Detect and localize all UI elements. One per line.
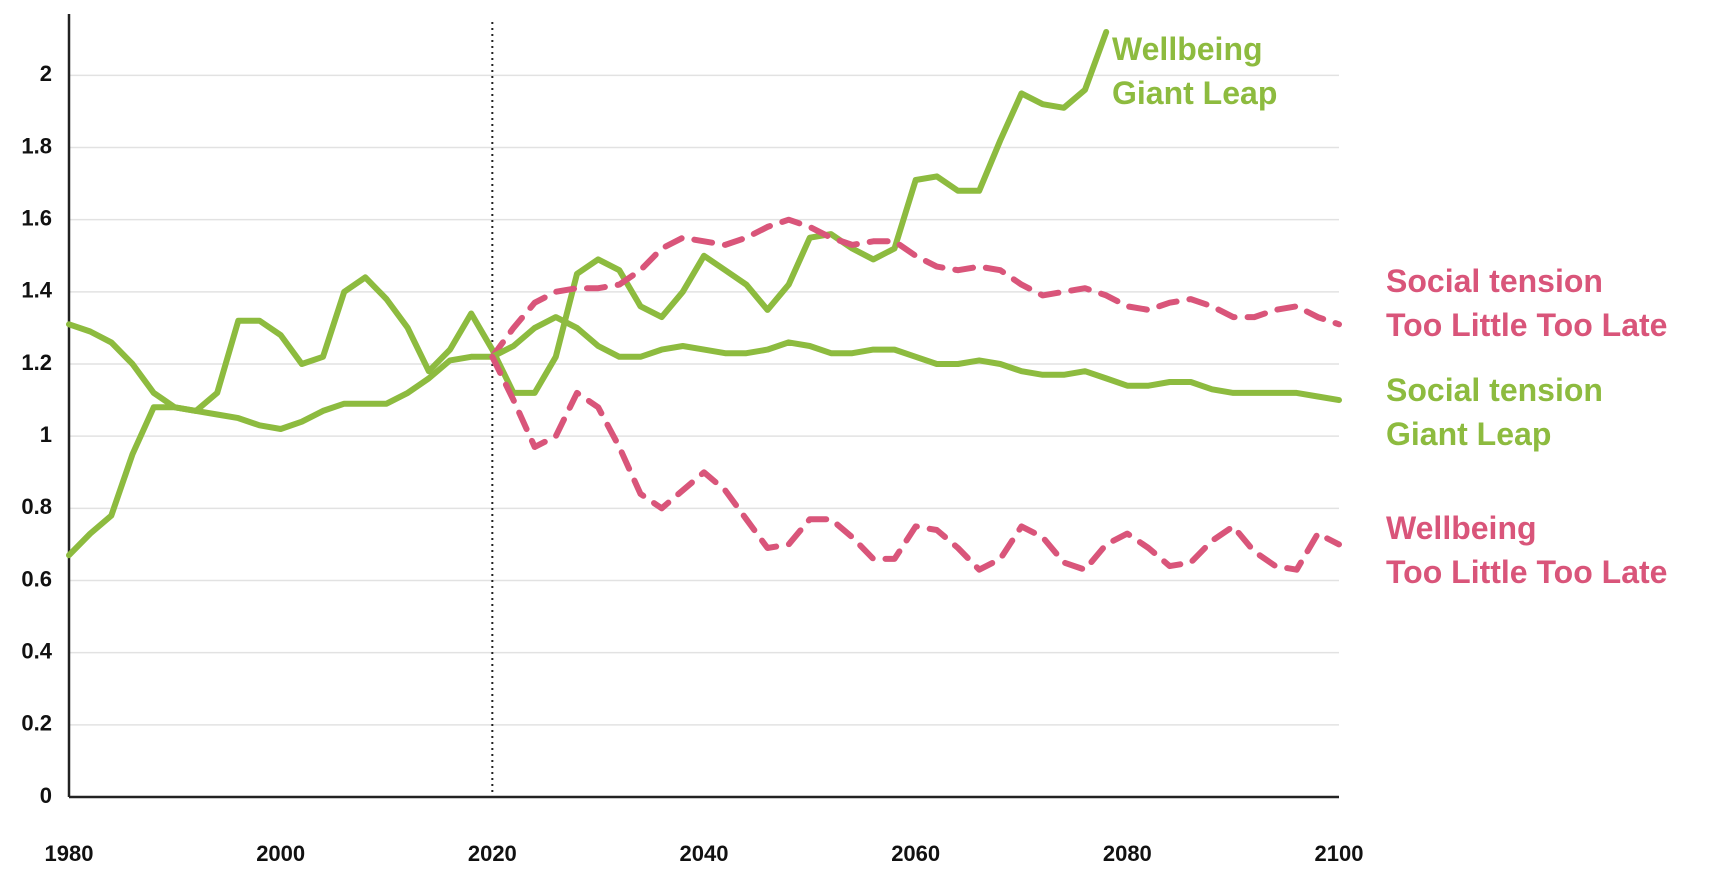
y-tick-label: 1.2 [21, 350, 52, 375]
series-line [66, 29, 1110, 559]
legend-label: Social tension Giant Leap [1386, 372, 1603, 452]
x-tick-label: 2100 [1315, 841, 1364, 866]
legend-label: Wellbeing Too Little Too Late [1386, 510, 1668, 590]
y-tick-label: 0.6 [21, 566, 52, 591]
series-line [489, 353, 1342, 573]
y-tick-label: 0 [40, 783, 52, 808]
x-tick-label: 2000 [256, 841, 305, 866]
y-tick-label: 0.2 [21, 711, 52, 736]
x-tick-label: 2060 [891, 841, 940, 866]
series-line [66, 314, 1342, 432]
y-tick-label: 1 [40, 422, 52, 447]
legend-label: Wellbeing Giant Leap [1112, 31, 1278, 111]
y-tick-label: 0.4 [21, 638, 52, 663]
legend-label: Social tension Too Little Too Late [1386, 263, 1668, 343]
x-tick-label: 2040 [680, 841, 729, 866]
y-tick-label: 1.8 [21, 133, 52, 158]
x-tick-label: 1980 [45, 841, 94, 866]
y-tick-label: 2 [40, 61, 52, 86]
x-tick-label: 2080 [1103, 841, 1152, 866]
x-tick-label: 2020 [468, 841, 517, 866]
y-tick-label: 0.8 [21, 494, 52, 519]
series-line [489, 216, 1342, 360]
y-tick-label: 1.6 [21, 205, 52, 230]
y-tick-label: 1.4 [21, 278, 52, 303]
